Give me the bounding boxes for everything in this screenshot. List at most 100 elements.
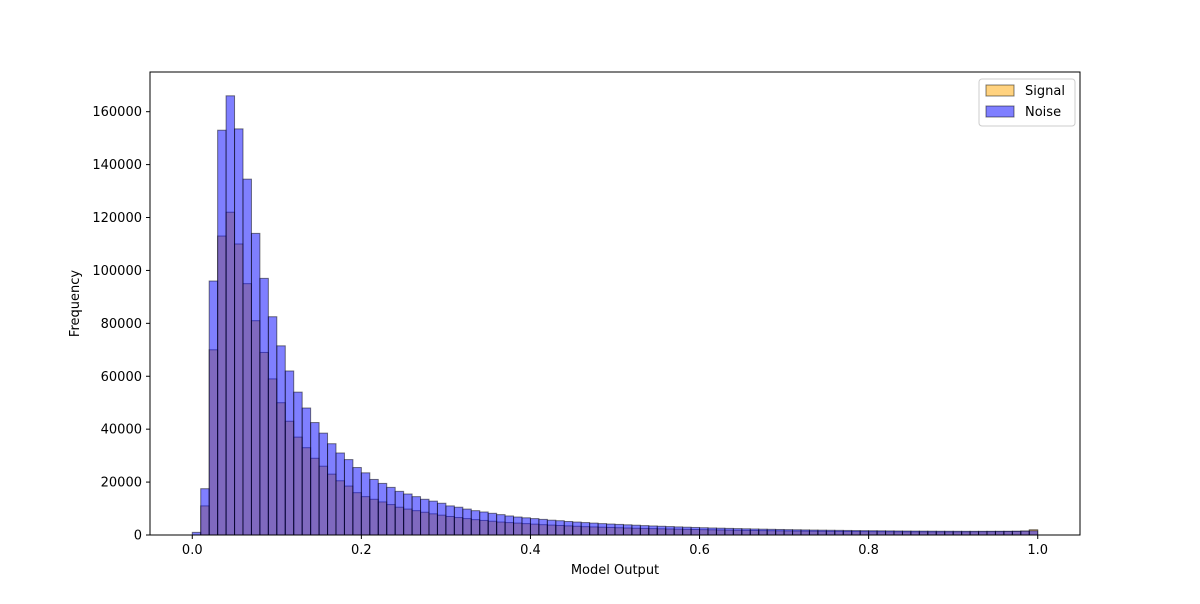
noise-bar: [343, 459, 354, 536]
noise-bar: [749, 528, 760, 536]
noise-bar: [952, 530, 963, 536]
noise-bar: [369, 478, 379, 536]
noise-bar: [360, 472, 371, 536]
noise-bar: [673, 526, 684, 536]
x-axis-ticks: 0.0 0.2 0.4 0.6 0.8 1.0: [182, 535, 1048, 558]
noise-bar: [910, 530, 920, 536]
noise-bar: [572, 521, 582, 536]
noise-bar: [800, 529, 810, 536]
noise-bar: [927, 530, 937, 536]
axes-frame: [149, 71, 1081, 536]
y-tick-label: 160000: [92, 105, 142, 120]
noise-bar: [394, 490, 405, 536]
noise-bar: [690, 526, 701, 536]
noise-bar: [411, 496, 422, 536]
noise-bar: [834, 529, 844, 536]
noise-bar: [868, 530, 878, 536]
noise-bar: [445, 505, 455, 536]
noise-bar: [859, 530, 870, 536]
x-tick-label: 0.0: [182, 543, 203, 558]
noise-bar: [766, 528, 777, 536]
legend-swatch-noise: [985, 105, 1015, 118]
noise-bar: [521, 517, 531, 536]
noise-bar: [1020, 530, 1030, 536]
noise-bar: [606, 523, 616, 536]
noise-bar: [707, 527, 717, 536]
legend: Signal Noise: [978, 78, 1076, 127]
x-tick-label: 0.6: [689, 543, 710, 558]
noise-bar: [614, 523, 624, 536]
noise-bar: [453, 506, 464, 536]
noise-bar: [1011, 530, 1022, 536]
noise-bar: [310, 422, 320, 536]
noise-bar: [978, 530, 988, 536]
noise-bar: [428, 500, 438, 536]
noise-bar: [462, 508, 472, 536]
noise-bar: [504, 515, 515, 536]
noise-bar: [284, 370, 295, 536]
y-tick-label: 120000: [92, 211, 142, 226]
noise-bar: [656, 525, 667, 536]
legend-swatch-signal: [985, 84, 1015, 97]
noise-bar: [377, 482, 388, 536]
noise-bar: [293, 391, 303, 536]
y-axis-title: Frequency: [68, 270, 83, 337]
noise-bar: [935, 530, 946, 536]
x-tick-label: 1.0: [1027, 543, 1048, 558]
noise-bar: [327, 443, 337, 536]
y-tick-label: 20000: [101, 476, 142, 491]
noise-bar: [234, 128, 244, 536]
noise-bar: [403, 493, 413, 536]
noise-bar: [352, 467, 362, 536]
noise-bar: [732, 528, 743, 536]
noise-bar: [318, 432, 329, 536]
noise-bar: [301, 407, 312, 536]
noise-bar: [715, 527, 726, 536]
noise-bar: [986, 530, 996, 536]
noise-bar: [250, 232, 261, 536]
noise-bar: [420, 498, 430, 536]
x-axis-title: Model Output: [571, 563, 659, 578]
x-tick-label: 0.8: [858, 543, 879, 558]
legend-label-noise: Noise: [1025, 105, 1061, 120]
noise-bar: [335, 452, 345, 536]
noise-bar: [851, 530, 861, 536]
noise-bar: [538, 518, 548, 536]
noise-bar: [622, 524, 633, 536]
noise-bar: [470, 510, 481, 536]
noise-bar: [225, 95, 236, 536]
noise-bar: [217, 129, 227, 536]
noise-bar: [546, 519, 557, 536]
noise-bar: [842, 529, 853, 536]
noise-bar: [969, 530, 980, 536]
noise-bar: [513, 516, 523, 536]
noise-bar: [648, 525, 658, 536]
noise-bar: [758, 528, 768, 536]
noise-bar: [1028, 530, 1039, 536]
noise-bar: [893, 530, 903, 536]
x-tick-label: 0.2: [351, 543, 372, 558]
noise-bar: [597, 523, 608, 536]
noise-bar: [775, 528, 785, 536]
y-tick-label: 60000: [101, 370, 142, 385]
noise-bar: [487, 512, 498, 536]
noise-bar: [901, 530, 912, 536]
noise-bar: [267, 316, 278, 536]
noise-bar: [1003, 530, 1013, 536]
noise-bar: [589, 522, 599, 536]
noise-bar: [724, 527, 734, 536]
noise-bar: [961, 530, 971, 536]
y-axis-ticks: 0 20000 40000 60000 80000 100000 120000 140000 1…: [92, 105, 150, 544]
noise-bar: [496, 514, 506, 536]
noise-bar: [944, 530, 954, 536]
noise-bar: [639, 525, 650, 536]
noise-bar: [529, 518, 540, 536]
noise-bar: [783, 529, 794, 536]
noise-bar: [242, 178, 252, 536]
noise-bar: [386, 486, 396, 536]
y-tick-label: 140000: [92, 158, 142, 173]
noise-bar: [563, 521, 574, 536]
noise-bar: [876, 530, 887, 536]
